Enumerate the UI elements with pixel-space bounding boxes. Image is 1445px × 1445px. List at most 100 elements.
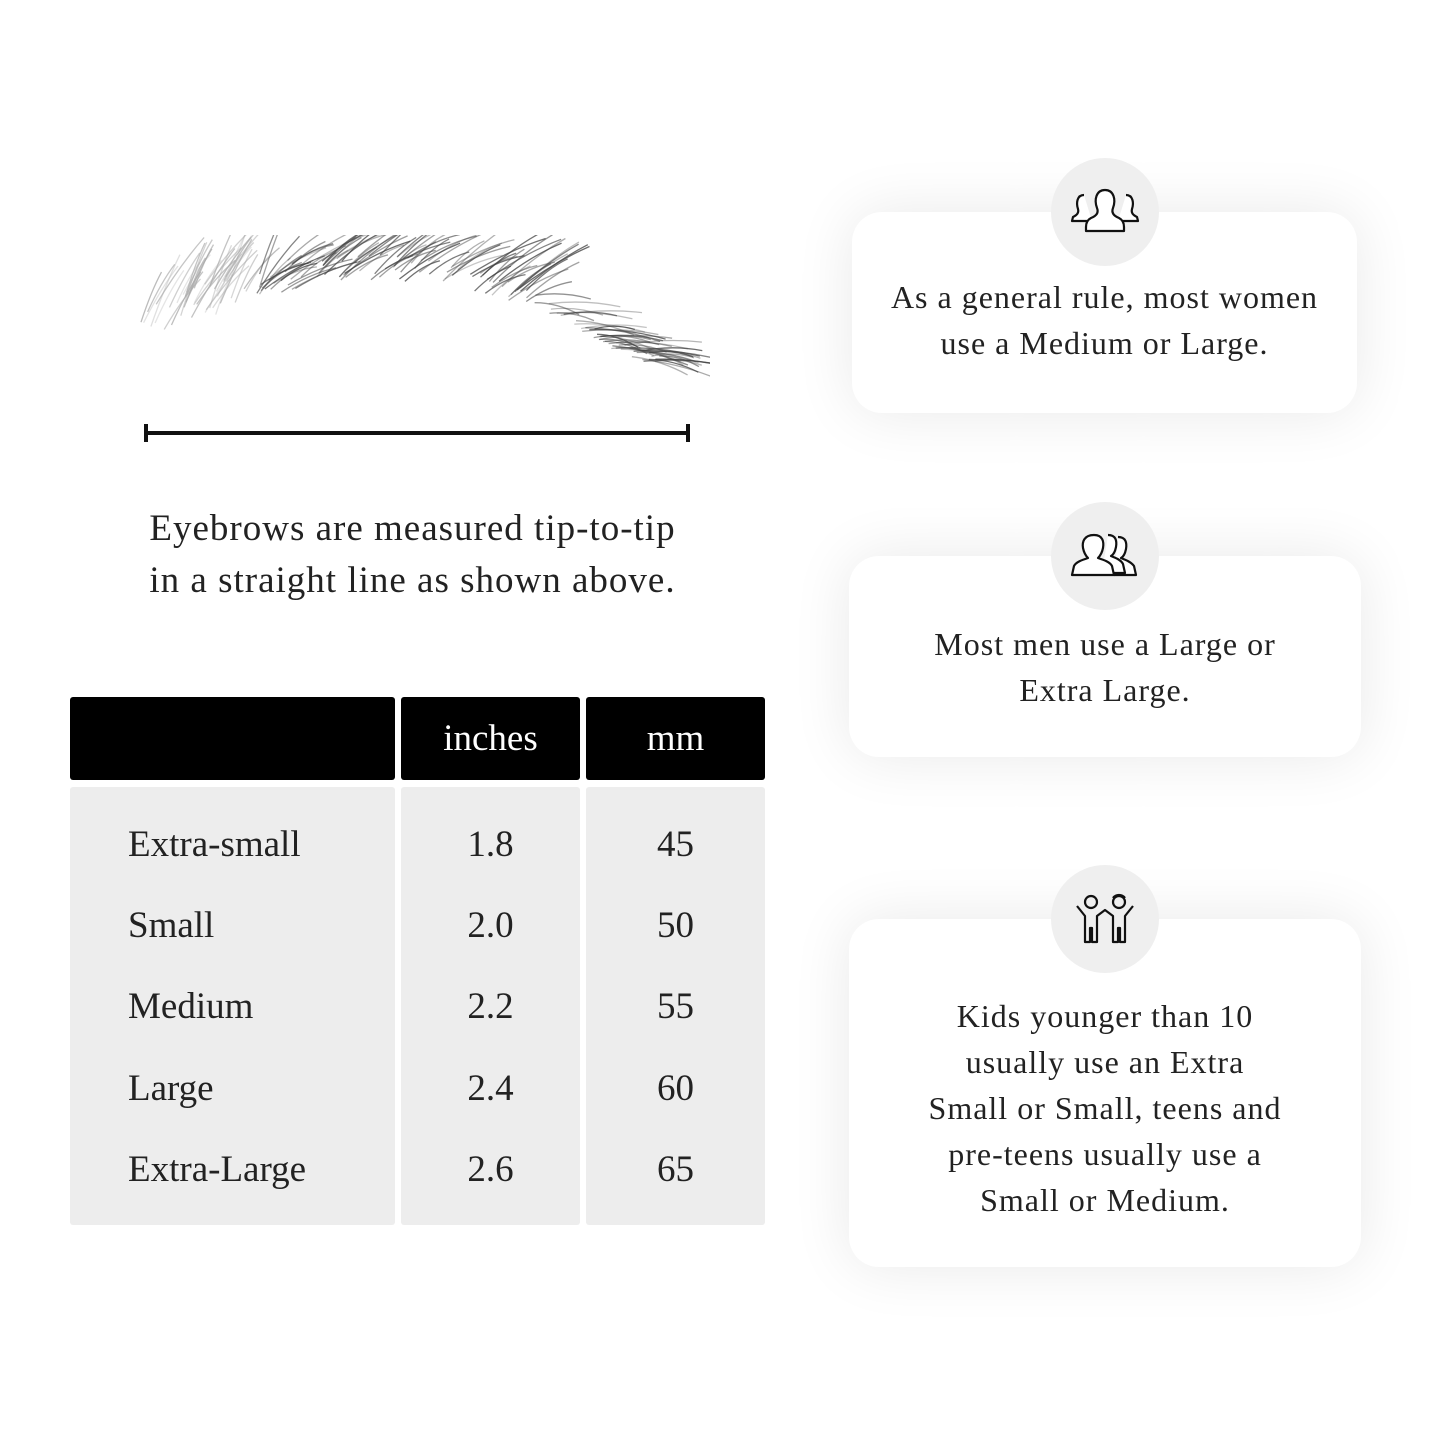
- eyebrow-hair: [582, 329, 659, 336]
- eyebrow-hair: [143, 265, 179, 323]
- eyebrow-hair: [560, 310, 643, 316]
- inches-value: 2.0: [467, 905, 514, 946]
- eyebrow-hair: [402, 235, 436, 260]
- men-card: Most men use a Large or Extra Large.: [849, 556, 1361, 757]
- eyebrow-hair: [264, 255, 325, 290]
- eyebrow-hair: [596, 333, 639, 348]
- eyebrow-hair: [147, 264, 176, 313]
- eyebrow-hair: [215, 273, 233, 315]
- eyebrow-illustration: [140, 235, 710, 377]
- inches-value: 2.4: [467, 1068, 514, 1109]
- eyebrow-hair: [488, 248, 525, 282]
- caption-line: Eyebrows are measured tip-to-tip: [149, 508, 676, 549]
- eyebrow-hair: [574, 323, 645, 333]
- eyebrow-hair: [514, 243, 579, 293]
- measurement-line: [144, 424, 690, 442]
- eyebrow-hair: [654, 359, 703, 366]
- eyebrow-hair: [163, 278, 201, 330]
- eyebrow-hair: [491, 265, 531, 296]
- eyebrow-hair: [338, 246, 378, 278]
- measurement-caption: Eyebrows are measured tip-to-tip in a st…: [80, 503, 745, 607]
- eyebrow-hair: [410, 235, 446, 264]
- mm-column: [586, 787, 765, 1225]
- eyebrow-hair: [205, 249, 258, 311]
- eyebrow-hair: [484, 273, 526, 294]
- card-text: usually use an Extra: [965, 1044, 1245, 1080]
- eyebrow-hair: [482, 252, 517, 276]
- eyebrow-hair: [404, 260, 441, 282]
- eyebrow-hair: [184, 242, 206, 297]
- card-text: pre-teens usually use a: [948, 1136, 1262, 1172]
- eyebrow-hair: [526, 261, 580, 299]
- eyebrow-hair: [651, 353, 695, 359]
- eyebrow-hair: [258, 235, 278, 288]
- size-name: Extra-Large: [128, 1149, 307, 1190]
- eyebrow-hair: [209, 245, 233, 309]
- eyebrow-hair: [519, 241, 580, 289]
- eyebrow-hair: [450, 240, 485, 269]
- eyebrow-hair: [280, 262, 318, 282]
- table-header-size: [70, 697, 395, 780]
- eyebrow-hair: [190, 248, 236, 318]
- eyebrow-hair: [593, 334, 651, 341]
- eyebrow-hair: [322, 235, 359, 267]
- eyebrow-hair: [616, 341, 689, 350]
- eyebrow-hair: [418, 235, 482, 273]
- eyebrow-hair: [222, 235, 246, 283]
- eyebrow-hair: [400, 241, 437, 273]
- eyebrow-hair: [338, 242, 380, 278]
- mm-value: 55: [657, 986, 694, 1027]
- eyebrow-hair: [428, 251, 470, 275]
- eyebrow-hair: [446, 245, 511, 273]
- eyebrow-hair: [480, 235, 538, 278]
- eyebrow-hair: [374, 236, 417, 275]
- eyebrow-hair: [498, 242, 562, 282]
- eyebrow-hair: [525, 281, 573, 303]
- eyebrow-hair: [491, 264, 538, 288]
- eyebrow-hair: [508, 268, 569, 301]
- eyebrow-hair: [182, 254, 211, 295]
- eyebrow-hair: [268, 262, 309, 281]
- eyebrow-hair: [258, 235, 275, 275]
- eyebrow-hair: [640, 347, 703, 352]
- card-text: Small or Medium.: [980, 1182, 1230, 1218]
- eyebrow-hair: [245, 253, 272, 292]
- eyebrow-hair: [281, 267, 337, 293]
- eyebrow-hair: [168, 252, 201, 308]
- eyebrow-hair: [357, 235, 387, 258]
- table-header-mm: mm: [586, 697, 765, 780]
- eyebrow-hair: [209, 235, 231, 287]
- eyebrow-hair: [318, 237, 362, 274]
- eyebrow-hair: [204, 235, 247, 285]
- eyebrow-hair: [516, 245, 590, 291]
- eyebrow-hair: [180, 242, 208, 316]
- card-text: Most men use a Large or: [934, 625, 1276, 662]
- eyebrow-hair: [629, 347, 682, 363]
- eyebrow-hair: [655, 358, 710, 364]
- eyebrow-hair: [457, 242, 503, 271]
- eyebrow-hair: [618, 343, 667, 353]
- eyebrow-hair: [510, 263, 552, 296]
- eyebrow-hair: [444, 254, 503, 280]
- kids-icon: [1051, 865, 1159, 973]
- eyebrow-hair: [420, 235, 477, 262]
- card-text: As a general rule, most women: [890, 278, 1319, 315]
- eyebrow-hair: [287, 235, 320, 261]
- eyebrow-hair: [234, 254, 259, 303]
- eyebrow-hair: [193, 244, 215, 289]
- caption-line: in a straight line as shown above.: [149, 560, 676, 601]
- eyebrow-hair: [150, 254, 181, 327]
- eyebrow-hair: [341, 235, 370, 262]
- kids-card: Kids younger than 10 usually use an Extr…: [849, 919, 1361, 1267]
- eyebrow-hair: [603, 339, 660, 346]
- eyebrow-hair: [549, 312, 595, 322]
- eyebrow-hair: [378, 253, 418, 278]
- inches-value: 1.8: [467, 824, 514, 865]
- eyebrow-hair: [550, 307, 604, 316]
- size-column: [70, 787, 395, 1225]
- eyebrow-hair: [155, 237, 205, 305]
- eyebrow-hair: [611, 347, 655, 357]
- eyebrow-hair: [316, 249, 349, 278]
- eyebrow-hair: [442, 235, 496, 282]
- eyebrow-hair: [223, 235, 254, 281]
